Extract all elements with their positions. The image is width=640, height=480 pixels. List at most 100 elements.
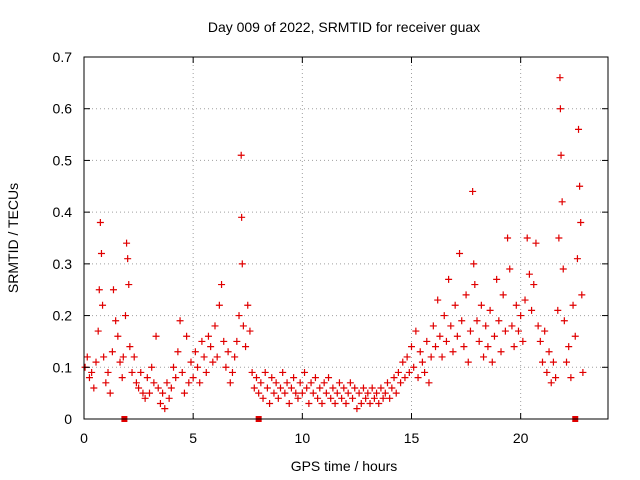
data-point <box>211 322 219 330</box>
data-point <box>125 281 133 289</box>
data-point <box>370 394 378 402</box>
data-point <box>196 379 204 387</box>
data-point <box>517 312 525 320</box>
y-tick-label: 0.4 <box>53 204 73 220</box>
data-point <box>559 265 567 273</box>
data-point <box>333 389 341 397</box>
data-point <box>449 348 457 356</box>
data-point <box>340 384 348 392</box>
data-point <box>257 379 265 387</box>
data-point <box>163 379 171 387</box>
data-point <box>187 358 195 366</box>
data-point <box>322 389 330 397</box>
data-point <box>440 312 448 320</box>
data-point <box>525 270 533 278</box>
data-point <box>294 394 302 402</box>
data-point <box>189 374 197 382</box>
data-point <box>458 317 466 325</box>
data-point <box>403 353 411 361</box>
data-point <box>506 265 514 273</box>
data-point <box>156 399 164 407</box>
data-point <box>416 348 424 356</box>
data-point <box>320 379 328 387</box>
data-point <box>248 368 256 376</box>
data-point <box>106 389 114 397</box>
data-point <box>198 337 206 345</box>
data-point <box>438 353 446 361</box>
data-point <box>112 317 120 325</box>
data-point <box>432 343 440 351</box>
data-point <box>565 343 573 351</box>
data-point <box>165 394 173 402</box>
data-point <box>279 368 287 376</box>
data-point <box>118 374 126 382</box>
data-point <box>508 322 516 330</box>
data-point <box>344 389 352 397</box>
data-point <box>285 399 293 407</box>
data-point <box>338 394 346 402</box>
data-point <box>490 332 498 340</box>
data-point <box>303 384 311 392</box>
data-point <box>362 394 370 402</box>
data-point <box>222 363 230 371</box>
data-point <box>314 394 322 402</box>
data-point <box>466 327 474 335</box>
data-point <box>528 306 536 314</box>
data-point <box>579 368 587 376</box>
data-point <box>410 363 418 371</box>
data-point <box>102 379 110 387</box>
data-point <box>464 358 472 366</box>
data-point <box>266 399 274 407</box>
data-point <box>486 306 494 314</box>
data-point <box>543 368 551 376</box>
data-point <box>329 384 337 392</box>
data-point <box>412 327 420 335</box>
data-point <box>539 358 546 366</box>
data-point <box>128 368 136 376</box>
y-tick-label: 0.6 <box>53 101 73 117</box>
data-point <box>272 379 280 387</box>
data-point <box>552 374 560 382</box>
data-point <box>549 358 557 366</box>
data-point <box>447 322 455 330</box>
data-point <box>569 301 577 309</box>
data-point <box>434 296 442 304</box>
data-point <box>135 384 143 392</box>
data-point <box>85 374 93 382</box>
x-tick-label: 10 <box>295 430 311 446</box>
data-point <box>202 368 210 376</box>
data-point <box>504 234 512 242</box>
data-point <box>375 399 383 407</box>
data-point <box>215 301 223 309</box>
data-point <box>547 379 555 387</box>
data-point <box>501 327 509 335</box>
data-point <box>121 312 129 320</box>
data-point <box>233 337 241 345</box>
data-point <box>159 389 167 397</box>
data-point <box>143 374 151 382</box>
data-point <box>532 239 540 247</box>
data-point <box>477 301 485 309</box>
data-point <box>167 384 175 392</box>
data-point <box>353 405 361 413</box>
data-point <box>497 348 505 356</box>
data-point <box>174 348 182 356</box>
data-point <box>283 379 291 387</box>
data-point <box>104 368 112 376</box>
data-point <box>418 358 426 366</box>
data-point <box>246 327 254 335</box>
y-tick-label: 0.5 <box>53 152 73 168</box>
data-point <box>556 74 564 82</box>
x-tick-label: 15 <box>404 430 420 446</box>
data-point <box>126 343 134 351</box>
data-point <box>213 353 221 361</box>
data-point <box>381 389 389 397</box>
data-point <box>238 213 246 221</box>
data-point <box>209 358 217 366</box>
data-point <box>388 384 396 392</box>
data-point <box>185 379 193 387</box>
data-point <box>577 218 585 226</box>
data-point <box>470 260 478 268</box>
data-point <box>170 363 178 371</box>
data-point <box>298 389 306 397</box>
